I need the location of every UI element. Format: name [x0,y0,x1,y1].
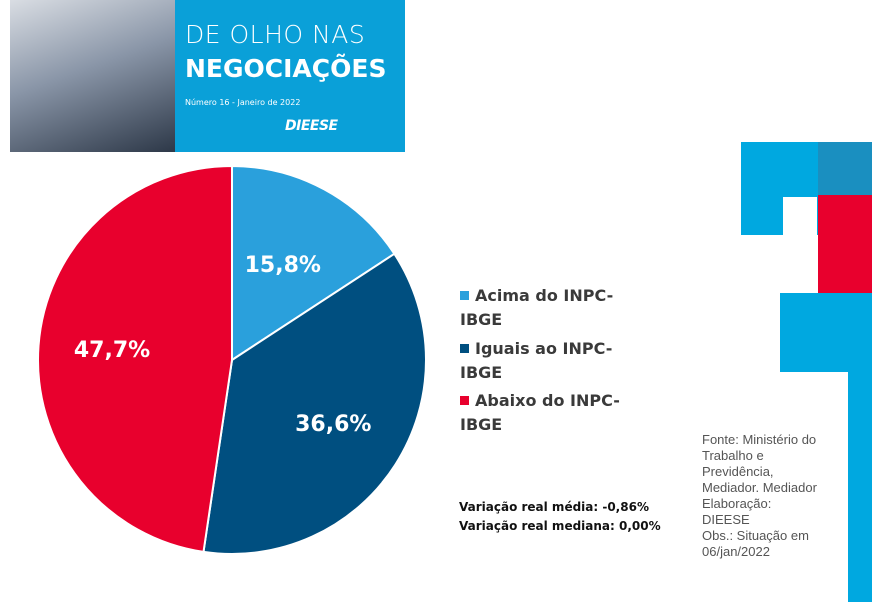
data-label: 47,7% [74,338,150,363]
legend-label: Abaixo do INPC-IBGE [460,391,620,434]
legend-label: Acima do INPC-IBGE [460,286,614,329]
header-logo: DIEESE [285,118,338,134]
deco-block [780,293,872,372]
source: Fonte: Ministério do Trabalho e Previdên… [702,432,822,560]
source-line: Elaboração: DIEESE [702,496,772,527]
deco-block [818,142,872,195]
note: Variação real média: -0,86% [459,500,649,514]
deco-block [848,372,872,602]
data-label: 36,6% [295,412,371,437]
header-issue: Número 16 - Janeiro de 2022 [185,98,301,107]
legend-swatch [460,396,469,405]
deco-block [818,195,872,293]
legend-swatch [460,344,469,353]
pie-slice [202,252,427,555]
source-line: Fonte: Ministério do Trabalho e Previdên… [702,432,817,495]
pie-slice [231,164,396,362]
header-title: DE OLHO NAS [185,20,366,49]
header-banner: DE OLHO NAS NEGOCIAÇÕES Número 16 - Jane… [175,0,405,152]
pie-slice [37,164,233,554]
deco-block [783,197,817,243]
legend-entry: Abaixo do INPC-IBGE [460,389,635,437]
legend-label: Iguais ao INPC-IBGE [460,339,613,382]
legend-entry: Acima do INPC-IBGE [460,284,635,332]
legend-swatch [460,291,469,300]
header-photo [10,0,175,152]
data-label: 15,8% [245,253,321,278]
source-line: Obs.: Situação em 06/jan/2022 [702,528,809,559]
note: Variação real mediana: 0,00% [459,519,661,533]
header-title: NEGOCIAÇÕES [185,54,387,83]
legend-entry: Iguais ao INPC-IBGE [460,337,635,385]
